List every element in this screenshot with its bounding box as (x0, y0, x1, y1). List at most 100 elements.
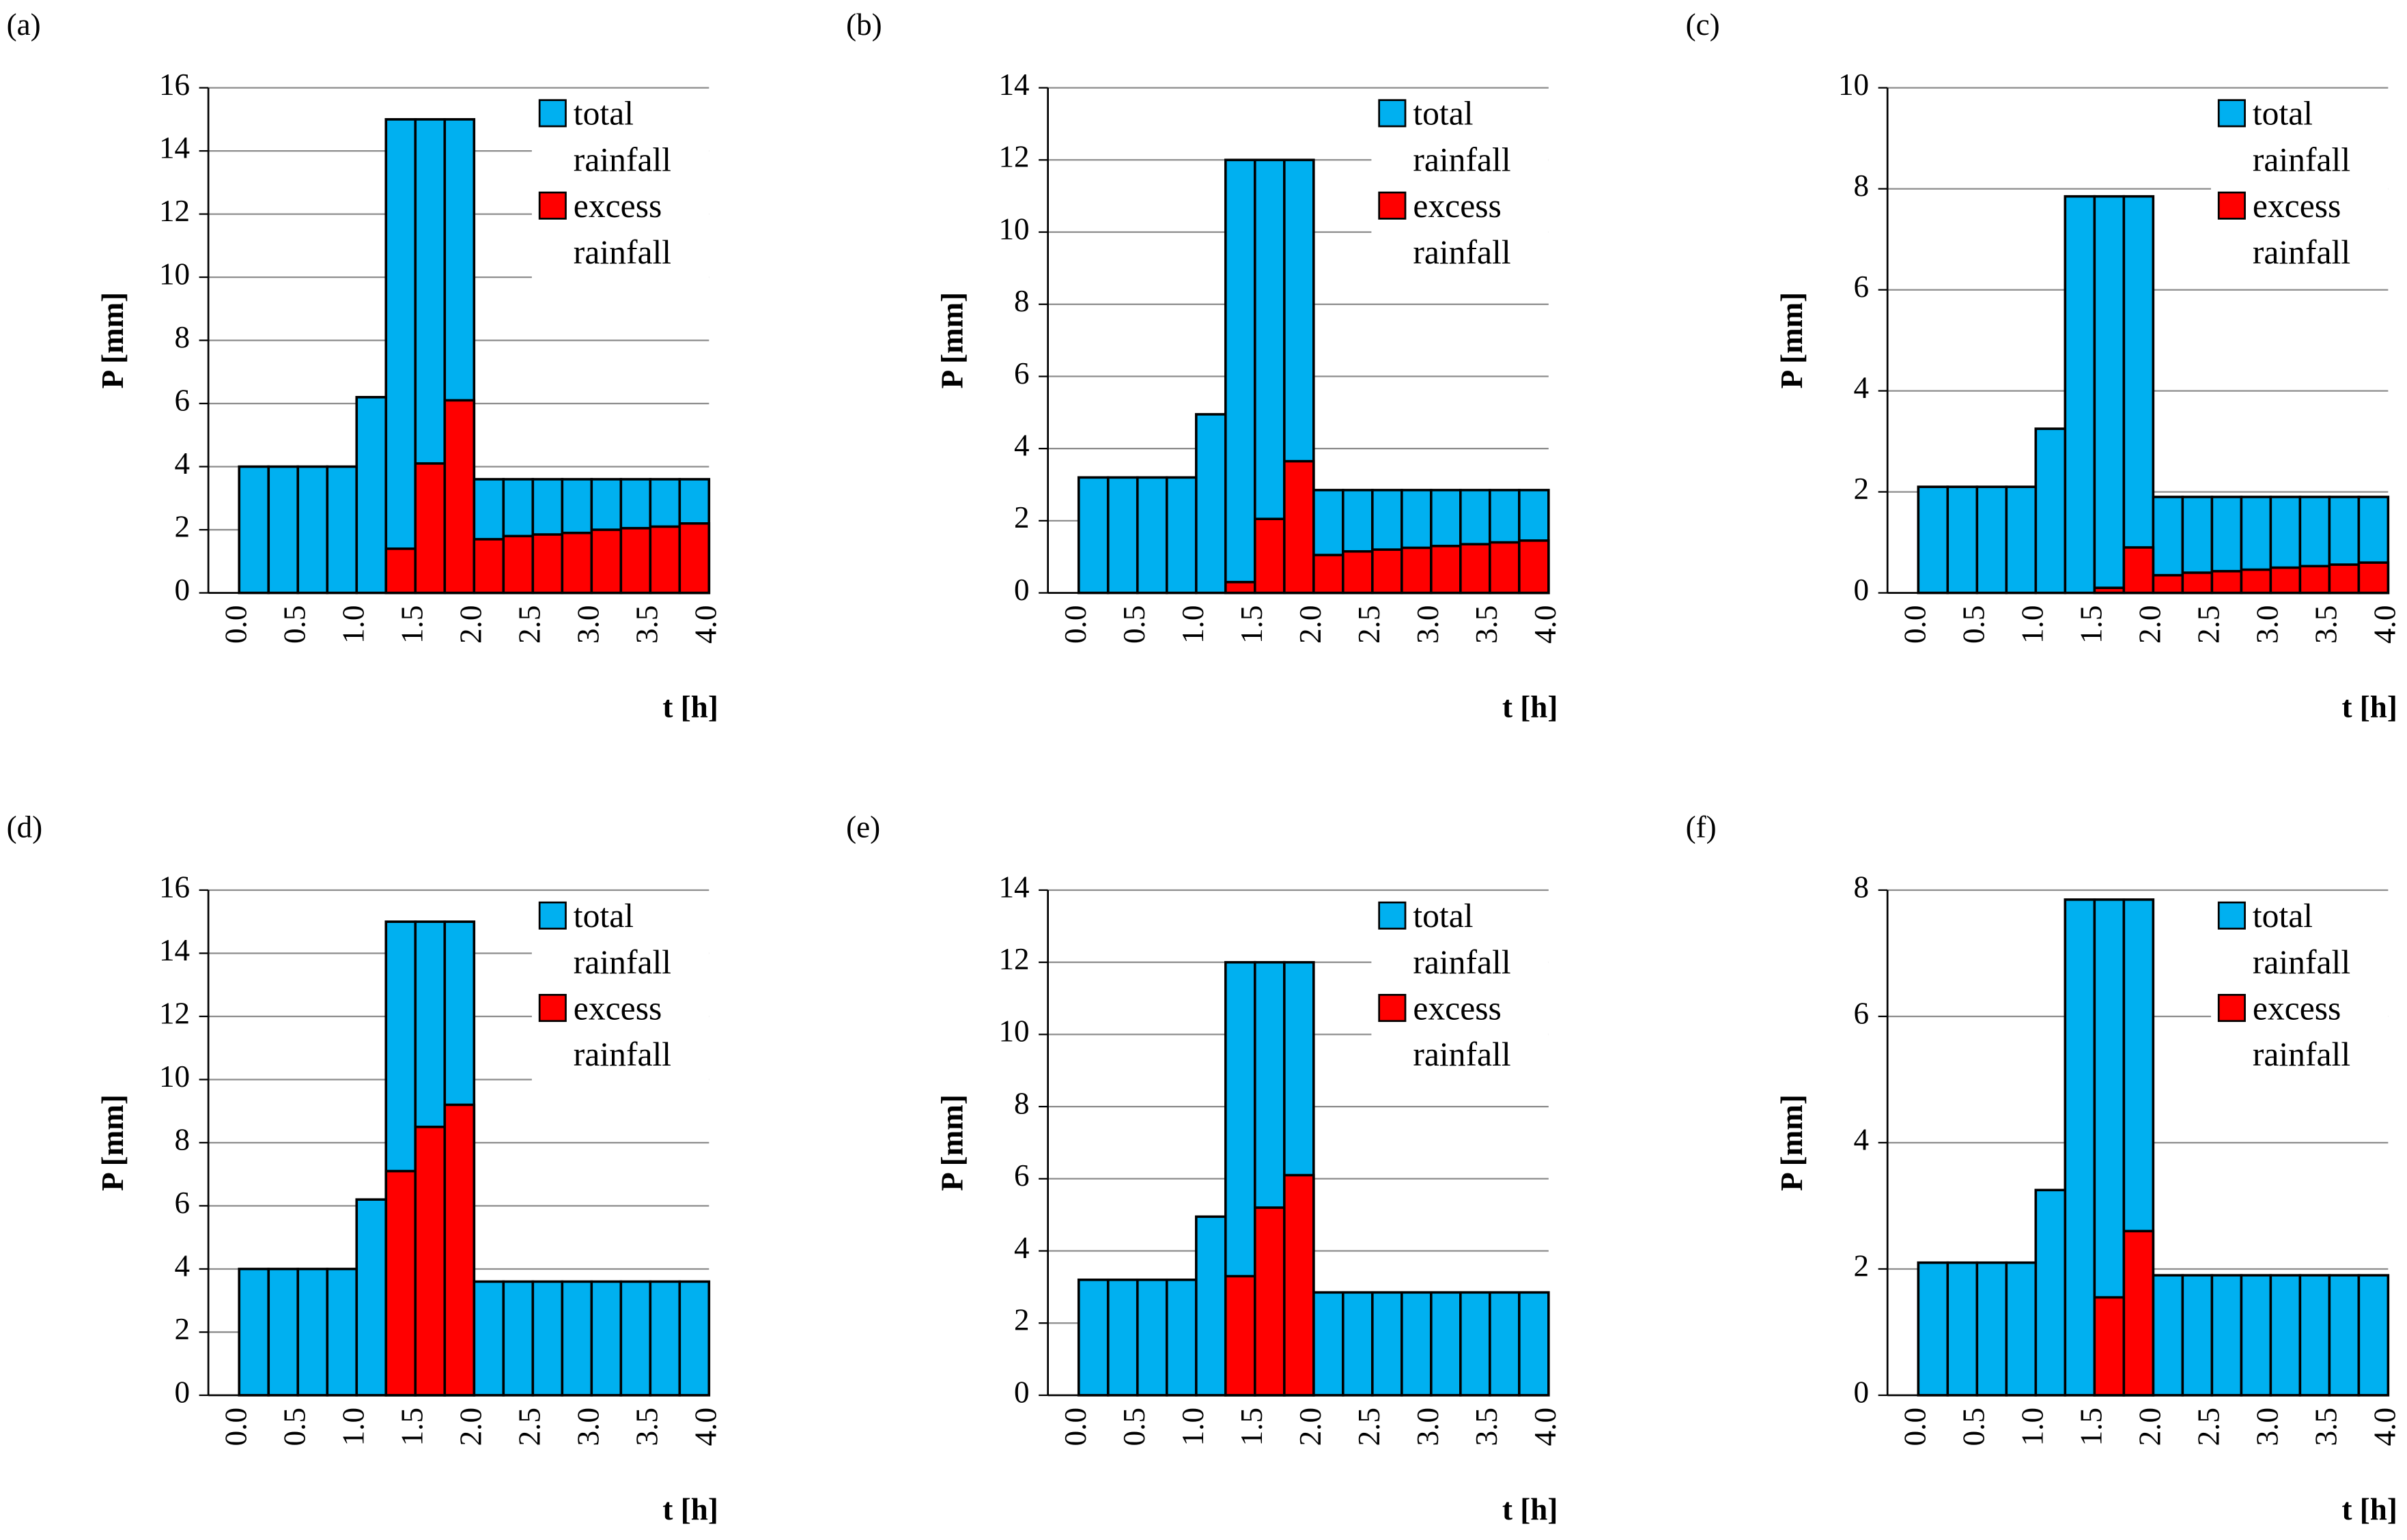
legend-label: excess rainfall (2252, 988, 2351, 1074)
x-tick-label: 3.5 (630, 605, 664, 644)
legend-swatch (1378, 901, 1407, 930)
bar (2357, 561, 2390, 595)
bar (2210, 1274, 2243, 1397)
bar (1518, 539, 1550, 595)
bar (2122, 546, 2155, 595)
bar (355, 1198, 388, 1397)
bar (1518, 1291, 1550, 1397)
bar (2093, 1296, 2126, 1397)
x-tick-label: 0.0 (1058, 605, 1093, 644)
x-tick-label: 2.5 (2192, 605, 2226, 644)
bar (531, 533, 564, 595)
y-tick-label: 4 (1854, 371, 1870, 405)
y-tick-label: 0 (174, 573, 190, 607)
bar (2064, 898, 2096, 1397)
bar (2240, 568, 2272, 595)
bar (2122, 1229, 2155, 1397)
y-tick-label: 8 (174, 1122, 190, 1156)
bar (1282, 1173, 1315, 1397)
bar (1224, 580, 1256, 595)
x-tick-label: 4.0 (1528, 1408, 1562, 1446)
x-tick-label: 3.0 (1411, 1408, 1445, 1446)
x-tick-label: 2.0 (2133, 605, 2167, 644)
y-tick-label: 4 (1854, 1122, 1870, 1156)
bar (1946, 485, 1979, 595)
y-tick-label: 6 (1854, 270, 1870, 304)
y-axis-title: P [mm] (1775, 292, 1809, 389)
bar (2240, 1274, 2272, 1397)
bar (355, 396, 388, 595)
y-tick-label: 2 (1014, 500, 1030, 534)
y-tick-label: 8 (174, 320, 190, 354)
y-axis-title: P [mm] (96, 292, 130, 389)
x-tick-label: 2.0 (454, 605, 488, 644)
y-axis-title: P [mm] (96, 1094, 130, 1191)
x-tick-label: 3.0 (572, 605, 606, 644)
x-tick-label: 0.5 (278, 1408, 312, 1446)
x-tick-label: 2.0 (2133, 1408, 2167, 1446)
legend-label: excess rainfall (2252, 186, 2351, 272)
x-tick-label: 1.0 (337, 605, 371, 644)
legend-item: total rainfall (2253, 896, 2350, 981)
bar (326, 465, 358, 595)
x-tick-label: 4.0 (689, 605, 723, 644)
bar (1312, 1291, 1345, 1397)
x-tick-label: 3.5 (1469, 605, 1504, 644)
x-tick-label: 0.5 (278, 605, 312, 644)
y-tick-label: 12 (998, 140, 1029, 174)
y-tick-label: 2 (1014, 1303, 1030, 1337)
y-tick-label: 14 (159, 130, 190, 165)
y-tick-label: 8 (1014, 284, 1030, 318)
bar (2328, 1274, 2361, 1397)
x-tick-label: 1.5 (2074, 605, 2109, 644)
bar (561, 531, 593, 595)
bar (1459, 543, 1491, 595)
legend-item: total rainfall (1413, 94, 1511, 179)
x-tick-label: 3.0 (1411, 605, 1445, 644)
y-tick-label: 10 (159, 257, 190, 291)
bar (296, 1268, 329, 1397)
legend-swatch (1378, 994, 1407, 1023)
bar (267, 1268, 300, 1397)
bar (649, 525, 681, 595)
bar (2181, 1274, 2214, 1397)
bar (1077, 476, 1110, 595)
bar (649, 1280, 681, 1397)
y-tick-label: 0 (174, 1375, 190, 1409)
x-tick-label: 0.5 (1117, 1408, 1151, 1446)
bar (1917, 1261, 1949, 1397)
bar (1459, 1291, 1491, 1397)
bar (1106, 1278, 1139, 1397)
y-tick-label: 2 (1854, 472, 1870, 506)
y-tick-label: 12 (159, 996, 190, 1030)
legend-label: total rainfall (573, 896, 672, 982)
legend-swatch (2217, 994, 2246, 1023)
legend-label: excess rainfall (1413, 988, 1511, 1074)
x-tick-label: 3.0 (2251, 1408, 2285, 1446)
legend-swatch (2217, 99, 2246, 128)
x-tick-label: 4.0 (2368, 1408, 2402, 1446)
y-tick-label: 14 (998, 68, 1029, 102)
x-axis-title: t [h] (2341, 689, 2397, 724)
y-tick-label: 2 (174, 1312, 190, 1346)
legend-swatch (2217, 901, 2246, 930)
legend-label: total rainfall (1413, 94, 1511, 179)
bar (1253, 517, 1286, 595)
bar (590, 528, 623, 595)
legend-swatch (538, 901, 567, 930)
x-tick-label: 0.0 (219, 605, 253, 644)
x-tick-label: 2.5 (513, 605, 547, 644)
bar (2005, 1261, 2038, 1397)
bar (2093, 195, 2126, 595)
y-axis-title: P [mm] (1775, 1094, 1809, 1191)
bar (619, 1280, 652, 1397)
bar (414, 462, 447, 595)
bar (384, 547, 417, 595)
bar (531, 1280, 564, 1397)
x-tick-label: 2.5 (1352, 1408, 1386, 1446)
x-tick-label: 3.0 (572, 1408, 606, 1446)
y-tick-label: 16 (159, 68, 190, 102)
bar (2005, 485, 2038, 595)
bar (443, 1103, 476, 1397)
